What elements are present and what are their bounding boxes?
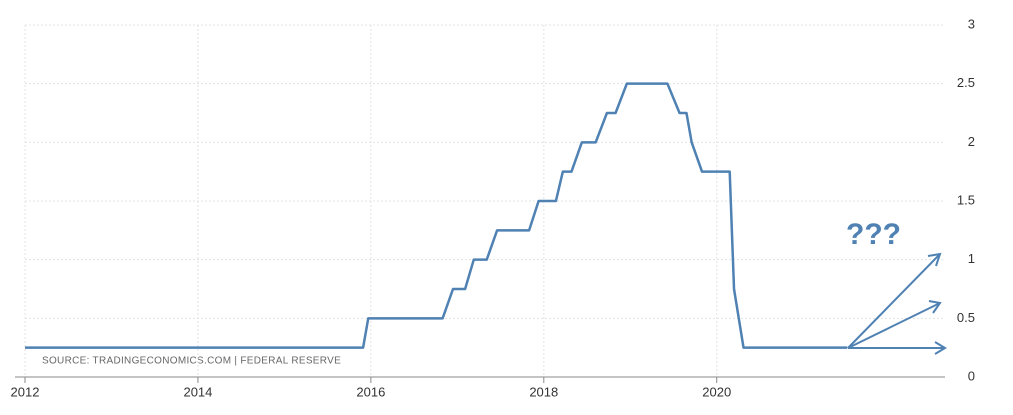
arrows xyxy=(847,252,947,355)
arrow xyxy=(847,302,941,349)
arrow xyxy=(847,253,941,349)
arrow-head xyxy=(928,300,942,314)
x-tick-label: 2016 xyxy=(356,384,385,399)
arrow-head xyxy=(934,341,947,355)
data-line xyxy=(25,82,848,349)
y-tick-label: 2 xyxy=(968,134,975,149)
y-tick-label: 1.5 xyxy=(957,192,975,207)
y-tick-label: 0.5 xyxy=(957,310,975,325)
x-tick-label: 2020 xyxy=(702,384,731,399)
annotation: ??? xyxy=(846,218,901,251)
y-tick-label: 3 xyxy=(968,16,975,31)
x-tick-label: 2018 xyxy=(529,384,558,399)
y-tick-label: 2.5 xyxy=(957,75,975,90)
y-tick-label: 0 xyxy=(968,368,975,383)
x-tick-label: 2012 xyxy=(11,384,40,399)
arrow-head xyxy=(927,252,942,267)
x-tick-label: 2014 xyxy=(183,384,212,399)
y-tick-label: 1 xyxy=(968,251,975,266)
source-note: SOURCE: TRADINGECONOMICS.COM | FEDERAL R… xyxy=(42,356,341,367)
